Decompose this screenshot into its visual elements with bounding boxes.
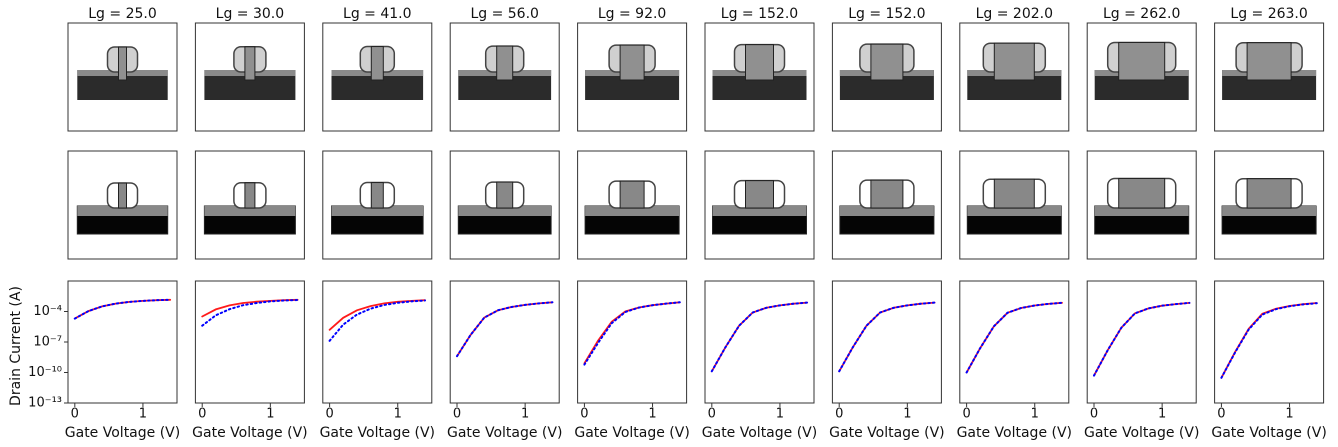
y-axis-label: Drain Current (A) — [8, 286, 24, 406]
gate — [1247, 179, 1291, 208]
x-tick-label: 1 — [1031, 407, 1039, 422]
y-tick-label: 10⁻¹⁰ — [28, 365, 62, 380]
gate — [871, 44, 903, 80]
gate — [994, 43, 1034, 80]
x-tick-label: 1 — [266, 407, 274, 422]
x-tick-label: 0 — [962, 407, 970, 422]
plot-title: Lg = 30.0 — [216, 6, 285, 22]
x-axis-label: Gate Voltage (V) — [65, 425, 180, 441]
x-tick-label: 1 — [394, 407, 402, 422]
plot-frame — [960, 281, 1069, 403]
x-tick-label: 0 — [325, 407, 333, 422]
x-tick-label: 0 — [71, 407, 79, 422]
gate — [994, 179, 1034, 208]
x-tick-label: 1 — [903, 407, 911, 422]
gate — [371, 183, 383, 208]
plot-frame — [1087, 281, 1196, 403]
gate — [1247, 43, 1291, 80]
x-axis-label: Gate Voltage (V) — [574, 425, 689, 441]
plot-frame — [832, 281, 941, 403]
gate — [119, 47, 127, 80]
y-tick-label: 10⁻¹³ — [28, 396, 62, 411]
x-axis-label: Gate Voltage (V) — [702, 425, 817, 441]
x-tick-label: 0 — [708, 407, 716, 422]
x-tick-label: 0 — [580, 407, 588, 422]
gate — [871, 180, 903, 208]
x-axis-label: Gate Voltage (V) — [192, 425, 307, 441]
x-tick-label: 1 — [776, 407, 784, 422]
plot-frame — [323, 281, 432, 403]
x-axis-label: Gate Voltage (V) — [957, 425, 1072, 441]
plot-title: Lg = 41.0 — [343, 6, 412, 22]
plot-title: Lg = 152.0 — [721, 6, 798, 22]
x-tick-label: 1 — [1158, 407, 1166, 422]
gate — [245, 183, 255, 208]
gate — [620, 45, 644, 80]
x-tick-label: 1 — [521, 407, 529, 422]
gate — [1119, 178, 1165, 208]
plot-frame — [705, 281, 814, 403]
x-tick-label: 1 — [1285, 407, 1293, 422]
y-tick-label: 10⁻⁴ — [33, 304, 62, 319]
gate — [1119, 42, 1165, 80]
x-axis-label: Gate Voltage (V) — [1084, 425, 1199, 441]
gate — [620, 181, 644, 208]
y-tick-label: 10⁻⁷ — [33, 335, 62, 350]
x-axis-label: Gate Voltage (V) — [1211, 425, 1326, 441]
x-tick-label: 1 — [648, 407, 656, 422]
x-tick-label: 0 — [835, 407, 843, 422]
x-axis-label: Gate Voltage (V) — [447, 425, 562, 441]
x-tick-label: 0 — [1090, 407, 1098, 422]
gate — [746, 45, 774, 80]
plot-frame — [1215, 281, 1324, 403]
x-axis-label: Gate Voltage (V) — [829, 425, 944, 441]
gate — [497, 46, 513, 80]
gate — [245, 47, 255, 80]
plot-frame — [578, 281, 687, 403]
x-tick-label: 0 — [453, 407, 461, 422]
plot-title: Lg = 92.0 — [598, 6, 667, 22]
plot-title: Lg = 56.0 — [470, 6, 539, 22]
plot-title: Lg = 202.0 — [976, 6, 1053, 22]
gate — [497, 182, 513, 208]
plot-title: Lg = 152.0 — [848, 6, 925, 22]
x-tick-label: 0 — [1217, 407, 1225, 422]
plot-title: Lg = 262.0 — [1103, 6, 1180, 22]
x-axis-label: Gate Voltage (V) — [320, 425, 435, 441]
gate — [746, 181, 774, 208]
x-tick-label: 0 — [198, 407, 206, 422]
gate — [371, 47, 383, 80]
plot-title: Lg = 263.0 — [1230, 6, 1307, 22]
figure: Lg = 25.00110⁻⁴10⁻⁷10⁻¹⁰10⁻¹³Gate Voltag… — [0, 0, 1338, 447]
plot-title: Lg = 25.0 — [88, 6, 157, 22]
x-tick-label: 1 — [139, 407, 147, 422]
gate — [119, 183, 127, 208]
